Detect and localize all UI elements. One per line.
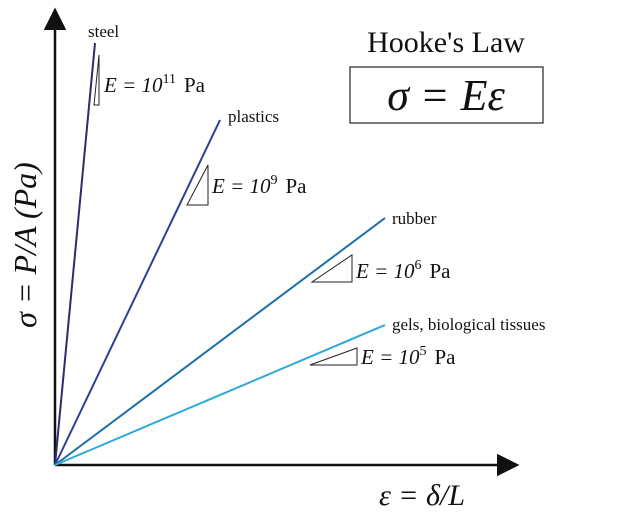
steel-line xyxy=(54,42,96,466)
modulus-label: E = 106 Pa xyxy=(355,258,451,283)
gels-line xyxy=(54,324,386,466)
modulus-label: E = 1011 Pa xyxy=(103,72,206,97)
formula-box xyxy=(349,66,544,124)
modulus-unit: Pa xyxy=(286,174,308,198)
formula: σ = Eε xyxy=(387,71,505,120)
modulus-label: E = 105 Pa xyxy=(360,344,456,369)
modulus-exponent: 5 xyxy=(420,344,427,359)
modulus-prefix: E = 10 xyxy=(360,345,420,369)
modulus-unit: Pa xyxy=(435,345,457,369)
modulus-prefix: E = 10 xyxy=(103,73,163,97)
slope-triangle xyxy=(309,347,358,366)
slope-triangle xyxy=(310,254,353,283)
modulus-exponent: 11 xyxy=(163,72,176,87)
plastics-line xyxy=(54,119,221,466)
modulus-prefix: E = 10 xyxy=(211,174,271,198)
material-name: gels, biological tissues xyxy=(392,315,545,334)
modulus-unit: Pa xyxy=(430,259,452,283)
rubber-line xyxy=(54,217,386,466)
slope-triangle xyxy=(186,164,209,206)
modulus-exponent: 9 xyxy=(271,173,278,188)
modulus-prefix: E = 10 xyxy=(355,259,415,283)
material-name: plastics xyxy=(228,107,279,126)
title: Hooke's Law xyxy=(367,26,525,59)
slope-triangle xyxy=(93,54,100,106)
x-axis-label: ε = δ/L xyxy=(379,479,465,512)
y-axis-label: σ = P/A (Pa) xyxy=(7,162,43,328)
material-name: steel xyxy=(88,22,119,41)
modulus-unit: Pa xyxy=(184,73,206,97)
modulus-label: E = 109 Pa xyxy=(211,173,307,198)
material-name: rubber xyxy=(392,209,437,228)
modulus-exponent: 6 xyxy=(415,258,422,273)
